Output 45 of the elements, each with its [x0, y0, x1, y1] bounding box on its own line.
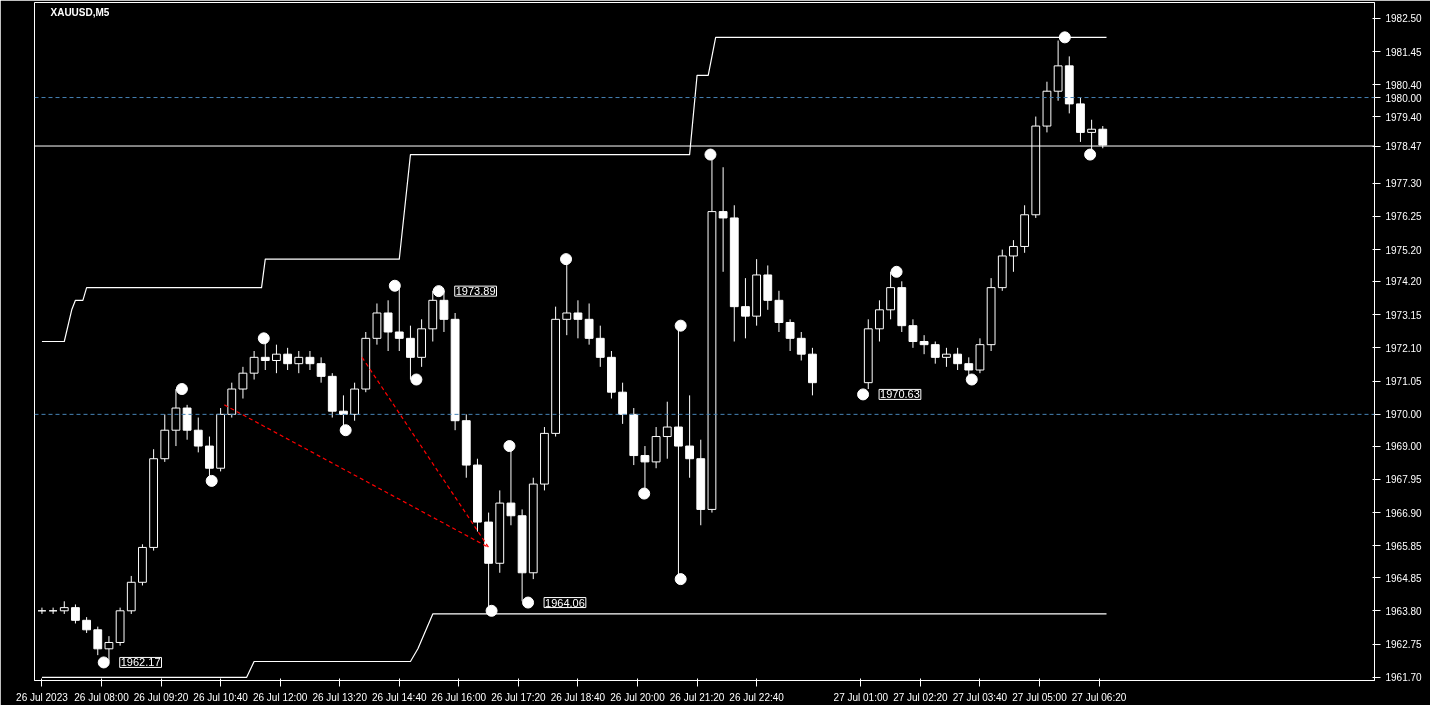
y-tick-label: 1974.20: [1385, 276, 1423, 288]
y-tick-label: 1972.10: [1385, 342, 1423, 354]
x-tick-label: 26 Jul 16:00: [431, 691, 487, 703]
y-tick-label: 1963.80: [1385, 605, 1423, 617]
x-tick-label: 27 Jul 06:20: [1071, 691, 1127, 703]
y-tick-label: 1981.45: [1385, 46, 1423, 58]
y-tick-label: 1979.40: [1385, 111, 1423, 123]
annotation: 1973.89: [455, 285, 496, 298]
annotation: 1964.06: [545, 596, 585, 609]
annotation: 1962.17: [120, 656, 161, 669]
ref-line-label: 1970.00: [1385, 409, 1423, 421]
x-tick-label: 27 Jul 03:40: [952, 691, 1008, 703]
x-tick-label: 26 Jul 08:00: [74, 691, 130, 703]
x-tick-label: 26 Jul 22:40: [729, 691, 785, 703]
ref-line-label: 1980.00: [1385, 92, 1423, 104]
y-tick-label: 1967.95: [1385, 474, 1423, 486]
x-tick-label: 26 Jul 09:20: [133, 691, 189, 703]
x-tick-label: 26 Jul 2023: [16, 691, 69, 703]
y-tick-label: 1980.40: [1385, 79, 1423, 91]
y-tick-label: 1964.85: [1385, 572, 1423, 584]
ref-line-label: 1978.47: [1385, 141, 1423, 153]
chart-title: XAUUSD,M5: [50, 6, 110, 18]
y-tick-label: 1965.85: [1385, 540, 1423, 552]
x-tick-label: 27 Jul 01:00: [833, 691, 889, 703]
y-tick-label: 1971.05: [1385, 376, 1423, 388]
y-tick-label: 1969.00: [1385, 441, 1423, 453]
x-tick-label: 26 Jul 17:20: [491, 691, 547, 703]
x-tick-label: 26 Jul 20:00: [610, 691, 666, 703]
x-tick-label: 26 Jul 10:40: [193, 691, 249, 703]
x-tick-label: 26 Jul 14:40: [372, 691, 427, 703]
y-tick-label: 1977.30: [1385, 178, 1423, 190]
y-tick-label: 1976.25: [1385, 211, 1423, 223]
y-tick-label: 1975.20: [1385, 244, 1423, 256]
y-tick-label: 1973.15: [1385, 309, 1423, 321]
y-tick-label: 1961.70: [1385, 672, 1423, 684]
y-tick-label: 1982.50: [1385, 13, 1423, 25]
y-tick-label: 1966.90: [1385, 507, 1423, 519]
x-tick-label: 27 Jul 02:20: [893, 691, 949, 703]
y-tick-label: 1962.75: [1385, 639, 1423, 651]
x-tick-label: 26 Jul 18:40: [550, 691, 606, 703]
x-tick-label: 26 Jul 21:20: [669, 691, 725, 703]
x-tick-label: 26 Jul 12:00: [252, 691, 308, 703]
x-tick-label: 27 Jul 05:00: [1012, 691, 1068, 703]
annotation: 1970.63: [880, 388, 920, 401]
x-tick-label: 26 Jul 13:20: [312, 691, 368, 703]
